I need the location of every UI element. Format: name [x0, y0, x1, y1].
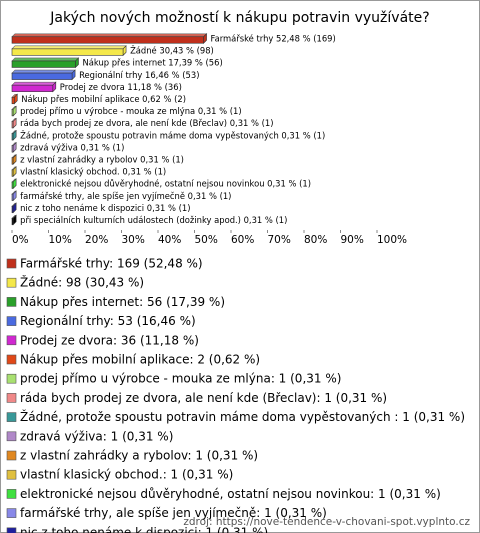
bar-part [11, 121, 14, 129]
legend-label: farmářské trhy, ale spíše jen vyjímečně:… [20, 506, 327, 520]
legend-label: prodej přímo u výrobce - mouka ze mlýna:… [20, 372, 341, 386]
bar-label: Prodej ze dvora 11,18 % (36) [60, 82, 182, 92]
bar-label: Nákup přes internet 17,39 % (56) [82, 58, 222, 68]
bar-part [11, 57, 80, 62]
x-tick-label: 70% [268, 234, 291, 246]
bar-label: Žádné, protože spoustu potravin máme dom… [20, 129, 325, 140]
x-tick-label: 50% [195, 234, 218, 246]
bar [11, 202, 17, 214]
bar-label: vlastní klasický obchod. 0,31 % (1) [20, 167, 166, 177]
bar-part [11, 81, 57, 86]
legend-swatch [6, 335, 17, 346]
legend-swatch [6, 469, 17, 480]
bar-label: Žádné 30,43 % (98) [130, 45, 214, 56]
bar [11, 154, 17, 165]
bar-part [11, 84, 54, 92]
legend-swatch [6, 489, 17, 499]
bar-label: Farmářské trhy 52,48 % (169) [211, 34, 336, 44]
bar-label: prodej přímo u výrobce - mouka ze mlýna … [20, 106, 242, 116]
legend-swatch [6, 277, 17, 288]
bar-part [11, 48, 124, 56]
bar-part [11, 181, 14, 189]
legend-label: elektronické nejsou důvěryhodné, ostatní… [20, 487, 441, 501]
legend-swatch [6, 373, 17, 384]
legend-label: Žádné, protože spoustu potravin máme dom… [20, 409, 465, 424]
bar-label: farmářské trhy, ale spíše jen vyjímečně … [20, 191, 231, 201]
bar [11, 69, 76, 81]
bar-label: z vlastní zahrádky a rybolov 0,31 % (1) [20, 155, 184, 165]
bar-part [11, 205, 14, 213]
bar-label: nic z toho nenáme k dispozici 0,31 % (1) [20, 203, 190, 213]
legend-label: Nákup přes mobilní aplikace: 2 (0,62 %) [20, 353, 260, 367]
bar [11, 105, 17, 117]
bar-label: ráda bych prodej ze dvora, ale není kde … [20, 118, 273, 128]
bar [11, 45, 127, 57]
legend-label: Regionální trhy: 53 (16,46 %) [20, 314, 196, 328]
bar-label: elektronické nejsou důvěryhodné, ostatní… [20, 179, 311, 189]
legend-swatch [6, 393, 17, 403]
bar-part [11, 169, 14, 177]
legend-label: ráda bych prodej ze dvora, ale není kde … [20, 391, 387, 405]
chart-title: Jakých nových možností k nákupu potravin… [49, 10, 429, 26]
bar [11, 57, 80, 69]
x-tick-label: 30% [122, 234, 145, 246]
legend-label: vlastní klasický obchod.: 1 (0,31 %) [20, 468, 233, 482]
legend-label: Žádné: 98 (30,43 %) [20, 275, 144, 290]
bar-part [11, 33, 208, 38]
x-tick-label: 60% [231, 234, 254, 246]
x-tick-label: 0% [12, 234, 29, 246]
x-tick-label: 20% [85, 234, 108, 246]
bar-part [11, 45, 127, 50]
x-tick-label: 100% [377, 234, 407, 246]
bar [11, 178, 17, 190]
x-tick-label: 40% [158, 234, 181, 246]
legend-swatch [6, 450, 17, 461]
legend-swatch [6, 258, 17, 269]
bar [11, 81, 57, 93]
legend-swatch [6, 431, 17, 442]
x-tick-label: 10% [49, 234, 72, 246]
bar-part [11, 60, 76, 68]
legend-swatch [6, 508, 17, 518]
bar-label: Regionální trhy 16,46 % (53) [79, 70, 199, 80]
x-tick-label: 80% [304, 234, 327, 246]
bar [11, 141, 17, 153]
bar-part [11, 109, 14, 117]
bar [11, 93, 18, 105]
bar-part [11, 96, 15, 105]
legend-label: nic z toho nenáme k dispozici: 1 (0,31 %… [20, 525, 268, 533]
legend-swatch [6, 316, 17, 326]
bar-part [11, 145, 14, 153]
bar [11, 33, 208, 44]
bar [11, 214, 17, 226]
legend-label: zdravá výživa: 1 (0,31 %) [20, 429, 173, 443]
bar-part [11, 72, 73, 80]
bar-part [11, 133, 14, 141]
bar [11, 190, 17, 202]
legend-swatch [6, 297, 17, 307]
bar-part [11, 69, 76, 74]
legend-label: Prodej ze dvora: 36 (11,18 %) [20, 333, 199, 347]
legend-label: Farmářské trhy: 169 (52,48 %) [20, 257, 203, 271]
bar-label: při speciálních kulturních událostech (d… [20, 215, 287, 225]
legend-swatch [6, 412, 17, 422]
bar-part [11, 36, 204, 44]
x-tick-label: 90% [341, 234, 364, 246]
bar [11, 117, 17, 129]
bar-label: zdravá výživa 0,31 % (1) [20, 142, 124, 152]
bar-label: Nákup přes mobilní aplikace 0,62 % (2) [21, 94, 186, 104]
source: zdroj: https://nove-tendence-v-chovani-s… [183, 516, 470, 528]
bar-part [11, 193, 14, 201]
bar [11, 166, 17, 178]
legend-swatch [6, 354, 17, 365]
bar-part [11, 157, 14, 165]
legend-label: z vlastní zahrádky a rybolov: 1 (0,31 %) [20, 449, 258, 463]
bar [11, 129, 17, 141]
legend-label: Nákup přes internet: 56 (17,39 %) [20, 295, 225, 309]
bar-part [11, 217, 14, 226]
legend-swatch [6, 527, 17, 533]
